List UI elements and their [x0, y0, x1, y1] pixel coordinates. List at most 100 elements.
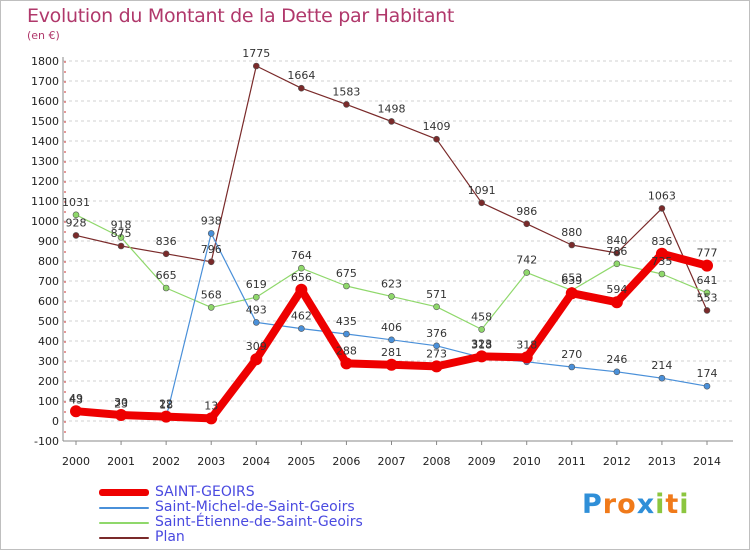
data-point: [72, 211, 80, 219]
data-label: 656: [291, 271, 312, 284]
data-label: 23: [114, 397, 128, 410]
data-label: 675: [336, 267, 357, 280]
data-point: [388, 118, 395, 125]
data-label: 1091: [468, 184, 496, 197]
legend-item: Saint-Étienne-de-Saint-Geoirs: [99, 515, 363, 530]
x-tick-label: 2011: [558, 455, 586, 468]
data-label: 619: [246, 278, 267, 291]
data-label: 880: [561, 226, 582, 239]
data-label: 1063: [648, 189, 676, 202]
y-tick-label: 1400: [31, 135, 59, 148]
data-label: 43: [69, 393, 83, 406]
logo-letter: x: [636, 489, 656, 520]
data-point: [658, 374, 666, 382]
data-label: 281: [381, 346, 402, 359]
data-label: 214: [651, 359, 672, 372]
data-label: 18: [159, 398, 173, 411]
x-tick-label: 2009: [468, 455, 496, 468]
data-point: [117, 242, 125, 250]
data-label: 458: [471, 310, 492, 323]
y-tick-label: 0: [52, 415, 59, 428]
data-point: [388, 293, 395, 300]
y-tick-label: 600: [38, 295, 59, 308]
data-point: [343, 282, 350, 290]
data-point: [568, 363, 576, 371]
data-point: [295, 283, 308, 296]
legend-label: Saint-Michel-de-Saint-Geoirs: [155, 499, 355, 515]
data-point: [252, 319, 260, 326]
data-label: 875: [111, 227, 132, 240]
legend-swatch: [99, 536, 149, 539]
x-tick-label: 2001: [107, 455, 135, 468]
data-point: [162, 284, 170, 292]
data-label: 928: [66, 216, 87, 229]
data-point: [430, 360, 443, 373]
data-label: 764: [291, 249, 312, 262]
legend-label: Saint-Étienne-de-Saint-Geoirs: [155, 514, 363, 530]
data-label: 553: [697, 291, 718, 304]
data-label: 273: [426, 347, 447, 360]
data-point: [388, 336, 395, 344]
data-point: [433, 135, 440, 143]
data-point: [298, 84, 305, 92]
data-point: [565, 287, 578, 300]
data-label: 1775: [242, 47, 270, 60]
data-label: 639: [561, 274, 582, 287]
x-tick-label: 2010: [513, 455, 541, 468]
data-label: 796: [201, 243, 222, 256]
data-label: 938: [201, 214, 222, 227]
data-point: [343, 330, 350, 338]
data-point: [205, 412, 218, 425]
data-label: 493: [246, 303, 267, 316]
logo-letter: P: [582, 489, 603, 520]
data-point: [250, 353, 263, 366]
data-label: 1409: [423, 120, 451, 133]
data-point: [475, 350, 488, 363]
data-label: 840: [606, 234, 627, 247]
logo-letter: i: [679, 489, 690, 520]
y-tick-label: 100: [38, 395, 59, 408]
data-point: [703, 289, 711, 297]
data-point: [160, 410, 173, 423]
data-point: [340, 357, 353, 370]
chart-legend: SAINT-GEOIRS Saint-Michel-de-Saint-Geoirs…: [99, 485, 363, 545]
data-label: 318: [516, 338, 537, 351]
x-tick-label: 2004: [242, 455, 270, 468]
data-label: 653: [561, 271, 582, 284]
proxiti-logo: Proxiti: [582, 489, 690, 520]
x-tick-label: 2014: [693, 455, 721, 468]
data-label: 742: [516, 254, 537, 267]
legend-swatch: [99, 506, 149, 509]
data-label: 13: [204, 399, 218, 412]
data-point: [613, 260, 621, 268]
data-label: 786: [606, 245, 627, 258]
chart-unit: (en €): [27, 29, 60, 42]
legend-item: Saint-Michel-de-Saint-Geoirs: [99, 500, 363, 515]
data-point: [703, 307, 711, 314]
data-label: 30: [114, 396, 128, 409]
data-label: 777: [697, 247, 718, 260]
data-label: 246: [606, 353, 627, 366]
data-point: [298, 325, 305, 332]
data-label: 1664: [287, 69, 315, 82]
data-point: [610, 296, 623, 309]
data-label: 836: [156, 235, 177, 248]
data-point: [207, 230, 215, 237]
data-label: 174: [697, 367, 718, 380]
data-point: [568, 241, 576, 249]
data-point: [701, 259, 713, 272]
data-label: 918: [111, 218, 132, 231]
y-tick-label: 200: [38, 375, 59, 388]
data-label: 309: [246, 340, 267, 353]
chart-title: Evolution du Montant de la Dette par Hab…: [27, 5, 455, 27]
y-tick-label: 700: [38, 275, 59, 288]
data-point: [343, 101, 350, 108]
y-tick-label: 1000: [31, 215, 59, 228]
x-tick-label: 2008: [423, 455, 451, 468]
y-tick-label: 1800: [31, 55, 59, 68]
data-label: 323: [471, 337, 492, 350]
legend-item: SAINT-GEOIRS: [99, 485, 363, 500]
data-point: [523, 220, 531, 228]
y-tick-label: 1600: [31, 95, 59, 108]
data-label: 986: [516, 205, 537, 218]
